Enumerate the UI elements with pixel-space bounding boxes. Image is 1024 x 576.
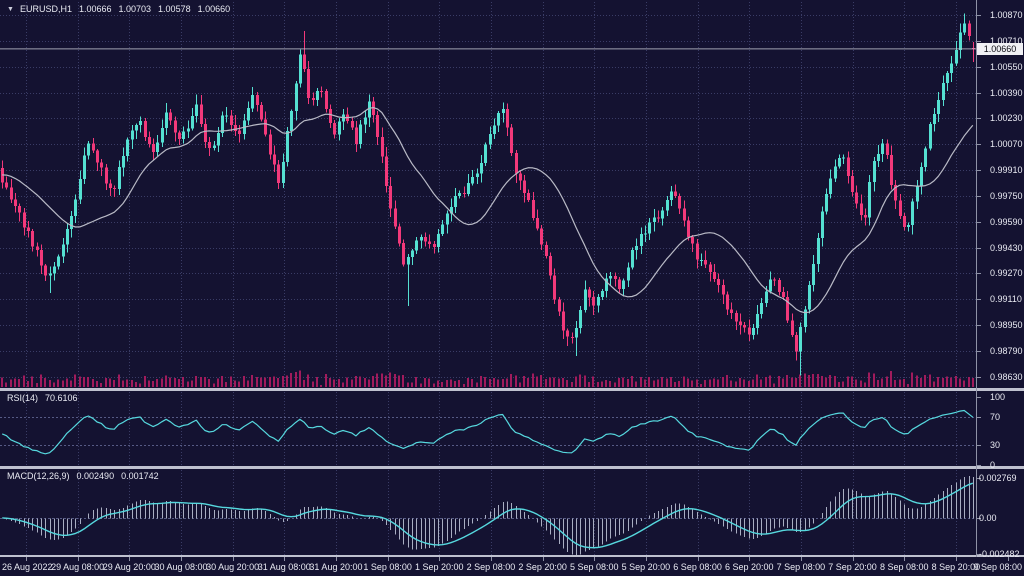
tick-volume-bars [1, 370, 974, 387]
axis-tick-marks [26, 15, 1009, 561]
pane-divider[interactable] [0, 388, 1024, 391]
candlesticks [1, 13, 975, 376]
pane-divider[interactable] [0, 466, 1024, 469]
symbol-menu-icon[interactable]: ▼ [7, 6, 14, 13]
macd-signal-line [2, 482, 974, 549]
grid-lines [0, 2, 976, 555]
time-axis-border [0, 555, 1024, 557]
moving-average-line [2, 106, 974, 314]
rsi-line [1, 409, 974, 455]
macd-histogram [6, 476, 974, 555]
